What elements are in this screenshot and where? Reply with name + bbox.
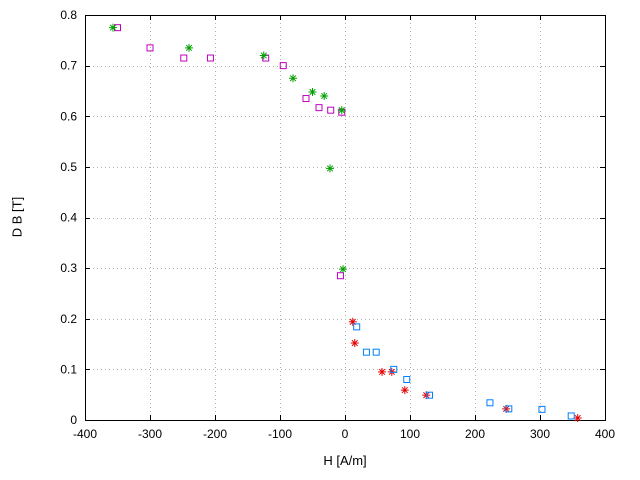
marker-square [279, 62, 287, 70]
marker-square [336, 272, 344, 280]
marker-square [538, 405, 546, 413]
y-tick-label: 0 [70, 413, 77, 427]
marker-square [486, 399, 494, 407]
marker-asterisk [108, 23, 117, 32]
marker-square [372, 348, 380, 356]
y-axis-label: D B [T] [9, 196, 25, 238]
y-tick-label: 0.2 [60, 312, 77, 326]
y-tick-label: 0.5 [60, 160, 77, 174]
series-magenta-squares [114, 24, 346, 280]
series-green-asterisks [108, 23, 348, 274]
marker-square [206, 54, 214, 62]
marker-square [302, 95, 310, 103]
y-tick-label: 0.7 [60, 59, 77, 73]
marker-asterisk [326, 164, 335, 173]
marker-asterisk [348, 317, 357, 326]
marker-asterisk [378, 367, 387, 376]
marker-asterisk [289, 74, 297, 83]
x-tick-label: -100 [268, 427, 292, 441]
x-tick-label: 200 [465, 427, 485, 441]
x-tick-label: 0 [342, 427, 349, 441]
marker-asterisk [337, 106, 346, 115]
marker-square [390, 365, 398, 373]
y-tick-label: 0.6 [60, 109, 77, 123]
marker-square [180, 54, 188, 62]
x-axis-label: H [A/m] [323, 453, 367, 468]
marker-square [403, 376, 411, 383]
y-tick-label: 0.3 [60, 261, 77, 275]
marker-asterisk [308, 87, 317, 96]
marker-square [353, 323, 361, 331]
marker-asterisk [185, 43, 193, 52]
marker-asterisk [259, 51, 268, 60]
marker-asterisk [320, 92, 329, 100]
x-tick-label: -200 [203, 427, 227, 441]
grid-lines [85, 15, 606, 421]
marker-square [505, 405, 513, 413]
marker-asterisk [339, 265, 348, 274]
marker-square [362, 348, 370, 356]
marker-asterisk [400, 386, 409, 395]
x-tick-label: -400 [73, 427, 97, 441]
y-tick-label: 0.8 [60, 8, 77, 22]
axis-tick-marks [85, 15, 606, 421]
y-tick-labels: 0 0.1 0.2 0.3 0.4 0.5 0.6 0.7 0.8 [60, 8, 77, 427]
x-tick-labels: -400 -300 -200 -100 0 100 200 300 400 [73, 427, 615, 441]
marker-asterisk [350, 339, 359, 348]
x-tick-label: 400 [595, 427, 615, 441]
marker-square [567, 412, 575, 420]
marker-square [327, 106, 335, 114]
marker-square [315, 104, 323, 112]
y-tick-label: 0.1 [60, 362, 77, 376]
series-blue-squares [353, 323, 575, 420]
marker-asterisk [573, 413, 582, 422]
marker-square [146, 44, 154, 52]
x-tick-label: -300 [138, 427, 162, 441]
y-tick-label: 0.4 [60, 211, 77, 225]
x-tick-label: 300 [530, 427, 550, 441]
marker-square [426, 391, 433, 399]
x-tick-label: 100 [400, 427, 420, 441]
